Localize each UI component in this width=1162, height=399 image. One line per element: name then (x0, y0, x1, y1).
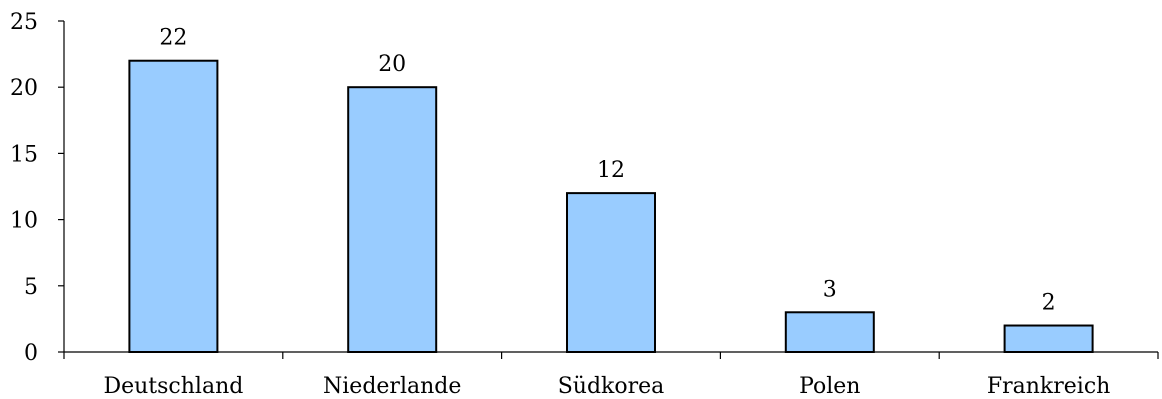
x-category-label: Polen (799, 374, 860, 399)
x-category-label: Deutschland (103, 374, 243, 399)
x-category-label: Niederlande (323, 374, 461, 399)
y-tick-label: 0 (24, 341, 38, 366)
bar-s-dkorea (566, 192, 656, 353)
y-tick-label: 5 (24, 275, 38, 300)
data-label: 22 (159, 26, 187, 51)
data-label: 3 (823, 277, 837, 302)
bar-niederlande (347, 86, 438, 353)
data-label: 2 (1042, 291, 1056, 316)
bar-deutschland (128, 59, 219, 353)
y-tick-label: 25 (10, 10, 38, 35)
x-category-label: Südkorea (558, 374, 665, 399)
bar-frankreich (1003, 324, 1094, 353)
data-label: 20 (378, 52, 406, 77)
data-labels: 22 20 12 3 2 (159, 26, 1055, 316)
y-axis: 0 5 10 15 20 25 (10, 10, 65, 366)
x-category-label: Frankreich (987, 374, 1110, 399)
data-label: 12 (597, 158, 625, 183)
y-tick-label: 15 (10, 142, 38, 167)
bar-polen (784, 311, 875, 353)
y-tick-label: 20 (10, 76, 38, 101)
y-tick-label: 10 (10, 209, 38, 234)
bars (128, 59, 1094, 353)
x-axis: Deutschland Niederlande Südkorea Polen Frank… (63, 351, 1159, 399)
